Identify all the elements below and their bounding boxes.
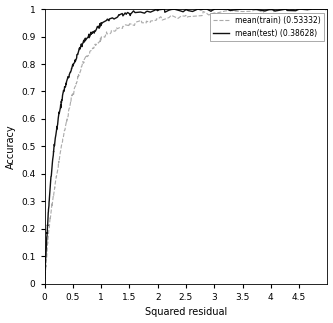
mean(train) (0.53332) [77,73,81,77]
mean(train) (0.53332) [212,11,216,15]
mean(test) (0.38628) [178,9,182,13]
mean(test) (0.38628) [163,7,166,11]
mean(train) (0.53332) [325,7,329,11]
mean(train) (0.53332) [44,265,48,268]
Line: mean(train) (0.53332): mean(train) (0.53332) [45,9,327,284]
Y-axis label: Accuracy: Accuracy [6,124,16,169]
mean(train) (0.53332) [116,26,120,30]
mean(test) (0.38628) [56,116,60,120]
mean(train) (0.53332) [72,87,76,90]
mean(test) (0.38628) [93,29,97,33]
mean(train) (0.53332) [265,7,269,11]
Line: mean(test) (0.38628): mean(test) (0.38628) [45,9,327,284]
mean(test) (0.38628) [94,27,98,31]
mean(test) (0.38628) [43,282,47,286]
mean(train) (0.53332) [63,126,67,130]
X-axis label: Squared residual: Squared residual [145,307,227,318]
Legend: mean(train) (0.53332), mean(test) (0.38628): mean(train) (0.53332), mean(test) (0.386… [210,13,324,41]
mean(test) (0.38628) [59,99,63,103]
mean(test) (0.38628) [325,7,329,11]
mean(train) (0.53332) [43,282,47,286]
mean(test) (0.38628) [133,11,137,15]
